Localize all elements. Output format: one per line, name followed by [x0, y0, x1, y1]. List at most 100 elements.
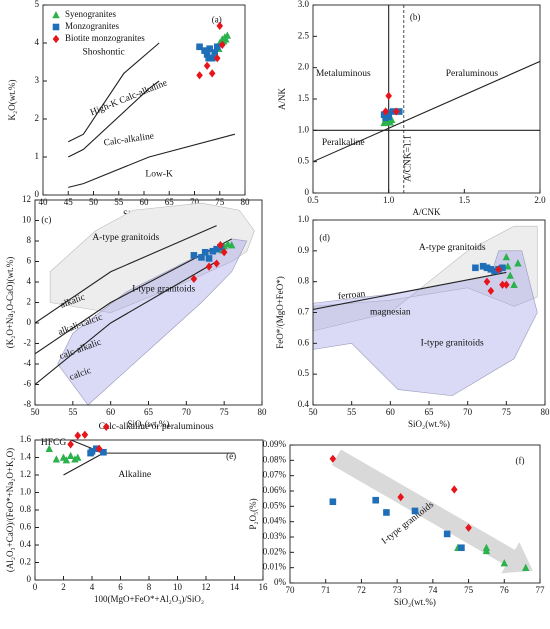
- point: [196, 71, 203, 80]
- panel-label: (b): [410, 12, 421, 22]
- x-tick-label: 50: [89, 197, 99, 207]
- x-tick-label: 14: [230, 582, 240, 592]
- legend-marker: [52, 23, 60, 31]
- x-tick-label: 73: [393, 585, 403, 595]
- y-tick-label: 10: [22, 215, 32, 225]
- point: [506, 271, 514, 279]
- x-tick-label: 75: [215, 197, 225, 207]
- y-tick-label: 0.6: [20, 522, 32, 532]
- point: [81, 430, 89, 439]
- field: [49, 202, 255, 314]
- point: [504, 262, 512, 270]
- x-tick-label: 50: [31, 407, 41, 417]
- point: [450, 485, 458, 494]
- x-tick-label: 55: [114, 197, 124, 207]
- point: [95, 444, 103, 453]
- x-tick-label: 10: [173, 582, 183, 592]
- annotation: Metaluminous: [316, 69, 371, 79]
- x-tick-label: 76: [500, 585, 510, 595]
- y-tick-label: 0: [35, 189, 40, 199]
- y-tick-label: 8: [27, 235, 32, 245]
- legend: Syenogranites Monzogranites Biotite monzog…: [65, 9, 145, 43]
- point: [228, 241, 236, 249]
- x-tick-label: 1.0: [383, 195, 395, 205]
- x-tick-label: 75: [220, 407, 230, 417]
- y-tick-label: 0.7: [298, 307, 310, 317]
- y-tick-label: 1: [35, 151, 40, 161]
- point: [499, 264, 506, 272]
- x-tick-label: 65: [425, 407, 435, 417]
- panel: 50 55 60 65 70 75 80 -8 -6 -4 -2 0 2 4 6 8 10 12 SiO₂(wt.%…: [5, 194, 267, 429]
- point: [213, 54, 221, 63]
- field: [313, 250, 538, 397]
- y-tick-label: 4: [35, 37, 40, 47]
- boundary-line: [63, 452, 104, 476]
- plot-frame: [289, 444, 541, 584]
- x-tick-label: 80: [541, 407, 550, 417]
- plot-frame: [34, 439, 264, 581]
- x-tick-label: 65: [144, 407, 154, 417]
- y-axis-label: A/NK: [277, 88, 287, 110]
- panel: 70 71 72 73 74 75 76 77 0% 0.01% 0.02% 0.03% 0.04% 0.…: [248, 439, 545, 607]
- point: [190, 274, 198, 284]
- point: [216, 21, 224, 30]
- point: [385, 91, 392, 100]
- point: [52, 455, 61, 463]
- x-tick-label: 8: [147, 582, 152, 592]
- point: [329, 454, 337, 463]
- point: [495, 265, 502, 274]
- annotation: Peralkaline: [322, 138, 365, 148]
- point: [218, 40, 226, 49]
- panel: 50 55 60 65 70 75 80 0.4 0.5 0.6 0.7 0.8 0.9 1.0 SiO₂(…: [275, 214, 550, 429]
- y-axis-label: FeO*/(MgO+FeO*): [275, 276, 285, 349]
- point: [203, 61, 211, 70]
- point: [211, 49, 218, 56]
- annotation: I-type granitoids: [132, 284, 195, 294]
- plot-area: [313, 225, 538, 397]
- point: [458, 544, 465, 552]
- x-tick-label: 70: [463, 407, 473, 417]
- x-axis-label: SiO₂(wt.%): [128, 419, 170, 429]
- x-tick-label: 75: [502, 407, 512, 417]
- annotation: magnesian: [370, 308, 411, 318]
- point: [465, 523, 472, 532]
- point: [500, 559, 508, 567]
- point: [487, 266, 495, 273]
- point: [472, 264, 479, 272]
- y-tick-label: 0.01%: [263, 562, 287, 572]
- point: [502, 253, 511, 261]
- point: [483, 264, 491, 272]
- boundary-line: [313, 271, 507, 310]
- plot-area: [68, 42, 236, 188]
- point: [514, 259, 522, 267]
- x-tick-label: 1.5: [459, 195, 471, 205]
- annotation: High-K Calc-alkaline: [89, 78, 169, 118]
- point: [383, 509, 390, 516]
- point: [201, 47, 208, 54]
- x-tick-label: 70: [190, 197, 200, 207]
- point: [483, 277, 491, 286]
- x-tick-label: 50: [309, 407, 319, 417]
- legend-label: Biotite monzogranites: [65, 33, 145, 43]
- x-tick-label: 77: [536, 585, 546, 595]
- point: [45, 444, 53, 453]
- y-tick-label: 0.07%: [263, 470, 287, 480]
- x-axis-label: SiO₂(wt.%): [394, 597, 436, 607]
- y-tick-label: 0.09%: [263, 439, 287, 449]
- x-tick-label: 12: [202, 582, 211, 592]
- point: [67, 440, 74, 449]
- point: [382, 107, 389, 116]
- y-tick-label: 0: [305, 187, 310, 197]
- panel-label: (d): [319, 233, 330, 243]
- point: [198, 254, 205, 261]
- y-tick-label: 3: [35, 75, 40, 85]
- x-tick-label: 55: [347, 407, 357, 417]
- legend-marker: [52, 34, 60, 44]
- y-tick-label: 2: [35, 113, 40, 123]
- boundary-line: [313, 60, 540, 163]
- annotation: A/CNK=1.1: [404, 135, 414, 182]
- legend-label: Syenogranites: [65, 9, 116, 19]
- y-tick-label: 0.8: [298, 276, 310, 286]
- y-tick-label: 0: [27, 317, 32, 327]
